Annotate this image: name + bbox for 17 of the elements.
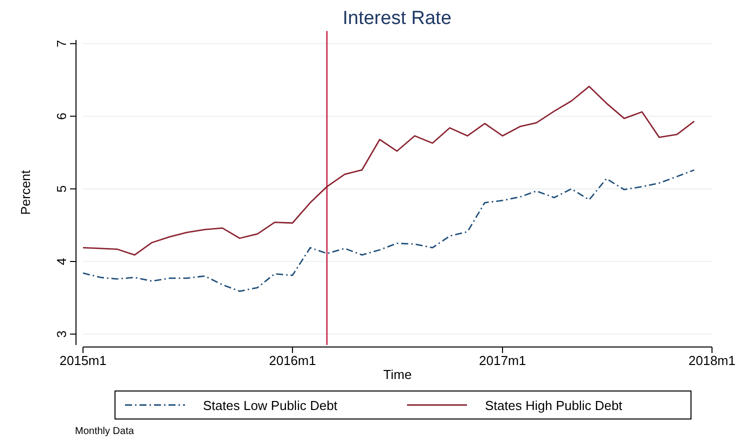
x-tick-label: 2018m1: [688, 353, 736, 368]
line-series: [82, 86, 695, 256]
chart-title: Interest Rate: [342, 8, 452, 29]
line-series: [82, 169, 695, 292]
y-tick-label: 5: [54, 185, 69, 192]
legend-label: States High Public Debt: [485, 398, 623, 413]
text: Monthly Data: [75, 426, 134, 437]
y-tick-label: 4: [54, 258, 69, 266]
x-tick-label: 2016m1: [268, 353, 316, 368]
y-tick-label: 7: [54, 40, 69, 48]
legend-label: States Low Public Debt: [203, 398, 338, 413]
x-tick-label: 2017m1: [479, 353, 526, 368]
y-axis-title: Percent: [18, 170, 33, 215]
y-tick-label: 6: [54, 112, 69, 120]
x-axis-title: Time: [383, 367, 412, 382]
x-tick-label: 2015m1: [60, 353, 106, 368]
y-tick-label: 3: [54, 330, 69, 338]
